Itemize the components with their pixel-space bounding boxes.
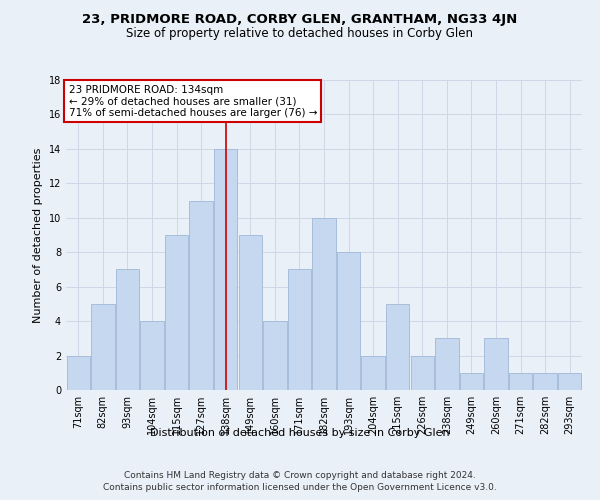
Bar (460, 373, 483, 390)
Text: Distribution of detached houses by size in Corby Glen: Distribution of detached houses by size … (150, 428, 450, 438)
Bar (165, 235, 188, 390)
Y-axis label: Number of detached properties: Number of detached properties (33, 148, 43, 322)
Bar (337, 252, 360, 390)
Bar (91, 304, 115, 390)
Bar (67, 356, 90, 390)
Bar (509, 373, 532, 390)
Bar (558, 373, 581, 390)
Bar (263, 321, 287, 390)
Bar (190, 200, 213, 390)
Text: 23, PRIDMORE ROAD, CORBY GLEN, GRANTHAM, NG33 4JN: 23, PRIDMORE ROAD, CORBY GLEN, GRANTHAM,… (82, 12, 518, 26)
Bar (386, 304, 409, 390)
Bar (435, 338, 458, 390)
Bar (239, 235, 262, 390)
Bar (140, 321, 164, 390)
Bar (288, 270, 311, 390)
Bar (361, 356, 385, 390)
Bar (313, 218, 335, 390)
Text: Size of property relative to detached houses in Corby Glen: Size of property relative to detached ho… (127, 28, 473, 40)
Bar (484, 338, 508, 390)
Bar (533, 373, 557, 390)
Bar (214, 149, 238, 390)
Text: Contains HM Land Registry data © Crown copyright and database right 2024.
Contai: Contains HM Land Registry data © Crown c… (103, 471, 497, 492)
Text: 23 PRIDMORE ROAD: 134sqm
← 29% of detached houses are smaller (31)
71% of semi-d: 23 PRIDMORE ROAD: 134sqm ← 29% of detach… (68, 84, 317, 118)
Bar (116, 270, 139, 390)
Bar (410, 356, 434, 390)
